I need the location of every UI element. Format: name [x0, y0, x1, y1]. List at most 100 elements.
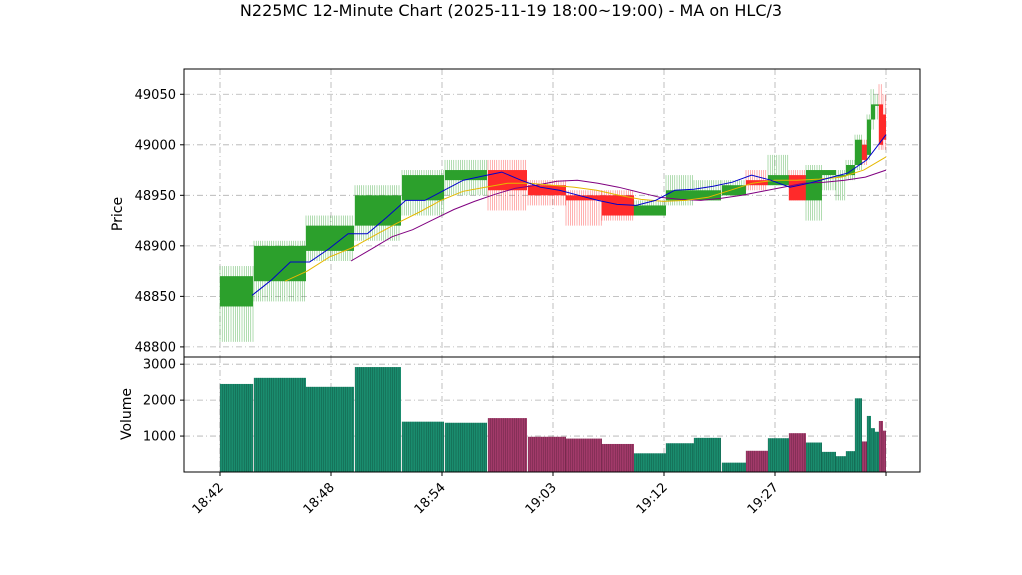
chart-title: N225MC 12-Minute Chart (2025-11-19 18:00… — [240, 1, 782, 20]
volume-bar-fill — [220, 383, 253, 472]
volume-bar-fill — [806, 442, 822, 472]
candle — [305, 215, 354, 261]
volume-bar — [821, 451, 836, 472]
price-tick-label: 48950 — [135, 189, 176, 204]
volume-bar-fill — [694, 437, 721, 472]
candle-body — [871, 104, 875, 120]
time-tick-label: 18:42 — [190, 480, 227, 517]
volume-bar — [354, 367, 401, 472]
candle-body — [566, 195, 602, 201]
volume-bar-fill — [528, 436, 566, 472]
candle-body — [822, 170, 836, 176]
candle — [444, 159, 488, 196]
volume-bar — [565, 438, 602, 472]
price-grid — [184, 69, 920, 357]
candle — [821, 170, 836, 191]
volume-bar — [854, 398, 862, 472]
volume-bar — [870, 428, 875, 472]
candle-body — [528, 185, 566, 196]
volume-axis-label: Volume — [119, 388, 135, 440]
volume-bar-fill — [634, 453, 666, 472]
volume-bar — [527, 436, 566, 472]
volume-bar — [745, 450, 768, 472]
candle — [354, 185, 401, 241]
price-tick-label: 48800 — [135, 340, 176, 355]
candle-body — [694, 190, 721, 201]
candle-body — [666, 190, 694, 201]
candle — [878, 84, 883, 150]
price-axis-label: Price — [110, 197, 126, 231]
volume-bar — [305, 386, 354, 472]
volume-bars — [219, 367, 886, 472]
volume-bar — [601, 443, 634, 472]
price-panel-frame — [183, 68, 921, 358]
volume-bar — [861, 441, 867, 472]
candle-body — [445, 170, 487, 181]
candle-body — [634, 205, 666, 216]
candle — [633, 200, 666, 216]
volume-bar-fill — [871, 428, 875, 472]
volume-bar-fill — [855, 398, 862, 472]
volume-bar-fill — [402, 421, 444, 472]
time-tick-label: 19:12 — [634, 480, 671, 517]
candle — [866, 114, 871, 160]
candle-body — [306, 225, 354, 251]
volume-bar — [633, 453, 666, 472]
candle-body — [879, 104, 883, 145]
candle-body — [254, 245, 306, 282]
time-tick-label: 18:54 — [412, 480, 449, 517]
volume-bar — [866, 415, 871, 472]
volume-bar-fill — [879, 420, 883, 472]
volume-bar — [219, 383, 254, 472]
volume-bar-fill — [602, 443, 634, 472]
candle-body — [846, 165, 855, 176]
candle — [854, 134, 862, 171]
candle — [693, 180, 721, 201]
ma-mid-line — [284, 156, 887, 282]
volume-bar — [805, 442, 822, 472]
moving-averages — [251, 134, 887, 296]
volume-bar-fill — [566, 438, 602, 472]
candle-body — [722, 185, 746, 196]
candle-body — [806, 170, 822, 201]
candle-body — [836, 175, 846, 177]
volume-bar — [401, 421, 444, 472]
candle — [870, 89, 875, 130]
volume-bar-fill — [722, 462, 746, 472]
time-tick-label: 18:48 — [301, 480, 338, 517]
volume-bar — [874, 431, 879, 472]
ma-long-line — [350, 169, 887, 262]
candle — [861, 139, 867, 165]
candle-body — [402, 175, 444, 201]
candle — [601, 190, 634, 221]
time-tick-label: 19:03 — [523, 480, 560, 517]
volume-bar-fill — [254, 377, 306, 472]
volume-bar-fill — [875, 431, 879, 472]
volume-tick-label: 3000 — [143, 358, 176, 373]
volume-bar-fill — [789, 433, 806, 472]
candle — [721, 180, 746, 196]
volume-bar — [444, 422, 487, 472]
volume-bar-fill — [822, 451, 836, 472]
candle-body — [602, 195, 634, 216]
candle — [253, 240, 306, 302]
volume-bar — [721, 462, 746, 472]
candle — [401, 170, 445, 216]
candle — [219, 266, 254, 342]
volume-bar — [487, 418, 527, 472]
volume-bar — [882, 430, 886, 472]
volume-bar — [845, 451, 855, 472]
volume-bar — [878, 420, 883, 472]
volume-bar — [693, 437, 721, 472]
volume-bar-fill — [836, 456, 846, 472]
candle — [845, 159, 856, 181]
volume-tick-label: 2000 — [143, 394, 176, 409]
candle — [805, 165, 822, 221]
candle-body — [867, 119, 871, 155]
time-tick-label: 19:27 — [745, 480, 782, 517]
price-tick-label: 49050 — [135, 88, 176, 103]
candle — [565, 190, 602, 226]
price-tick-label: 48900 — [135, 239, 176, 254]
